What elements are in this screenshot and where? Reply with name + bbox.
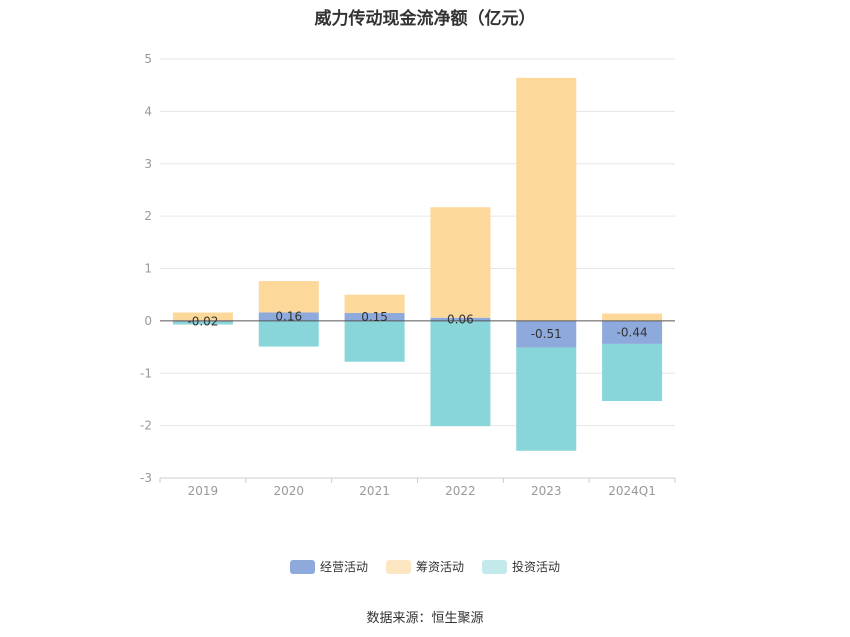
bar-operating[interactable] <box>516 320 577 348</box>
legend-item-financing[interactable]: 筹资活动 <box>385 558 464 575</box>
bar-operating[interactable] <box>430 317 491 321</box>
data-label: 0.16 <box>275 310 302 324</box>
bar-investing[interactable] <box>430 320 491 427</box>
bar-financing[interactable] <box>258 281 319 313</box>
grid-lines <box>160 58 675 479</box>
y-tick-label: 3 <box>144 157 152 171</box>
bar-financing[interactable] <box>344 294 405 314</box>
legend-label-operating: 经营活动 <box>319 560 368 574</box>
bar-investing[interactable] <box>344 320 405 362</box>
bar-investing[interactable] <box>602 343 663 402</box>
y-tick-label: -3 <box>140 471 152 485</box>
x-tick-label: 2022 <box>445 484 476 498</box>
bar-operating[interactable] <box>602 320 663 344</box>
axes: -3 -2 -1 0 1 2 3 4 5 2019 2020 2021 2022 2023 2024Q1 <box>140 52 676 498</box>
bar-financing[interactable] <box>430 207 491 318</box>
data-label: -0.44 <box>617 325 648 339</box>
bar-financing[interactable] <box>516 77 577 321</box>
y-tick-label: 1 <box>144 262 152 276</box>
legend-label-financing: 筹资活动 <box>415 560 464 574</box>
legend-label-investing: 投资活动 <box>512 560 561 574</box>
y-tick-label: 0 <box>144 314 152 328</box>
y-tick-label: 4 <box>144 104 152 118</box>
data-label: 0.06 <box>447 312 474 326</box>
y-tick-label: -1 <box>140 366 152 380</box>
legend-item-operating[interactable]: 经营活动 <box>289 558 368 575</box>
chart-title: 威力传动现金流净额（亿元） <box>314 9 536 29</box>
legend-swatch-financing <box>385 559 411 574</box>
bar-chart: -3 -2 -1 0 1 2 3 4 5 2019 2020 2021 2022 2023 2024Q1 -… <box>140 52 676 498</box>
y-tick-label: 2 <box>144 209 152 223</box>
bar-investing[interactable] <box>516 347 577 451</box>
y-tick-label: 5 <box>144 52 152 66</box>
bar-investing[interactable] <box>258 320 319 347</box>
bar-operating[interactable] <box>344 313 405 321</box>
x-tick-label: 2021 <box>359 484 390 498</box>
bar-financing[interactable] <box>172 312 233 321</box>
x-tick-label: 2020 <box>273 484 304 498</box>
legend-item-investing[interactable]: 投资活动 <box>482 558 560 575</box>
bars <box>172 77 663 451</box>
data-label: 0.15 <box>361 310 388 324</box>
x-tick-label: 2023 <box>531 484 562 498</box>
data-source: 数据来源：恒生聚源 <box>366 611 484 626</box>
data-labels: -0.02 0.16 0.15 0.06 -0.51 -0.44 <box>187 310 647 342</box>
data-label: -0.02 <box>187 314 218 328</box>
bar-investing[interactable] <box>172 321 233 325</box>
data-label: -0.51 <box>531 327 562 341</box>
bar-operating[interactable] <box>258 312 319 321</box>
legend-swatch-investing <box>482 559 507 574</box>
bar-financing[interactable] <box>602 313 663 321</box>
legend: 经营活动 筹资活动 投资活动 <box>0 558 850 575</box>
y-tick-label: -2 <box>140 419 152 433</box>
x-tick-label: 2019 <box>188 484 219 498</box>
legend-swatch-operating <box>289 559 315 574</box>
x-tick-label: 2024Q1 <box>608 484 656 498</box>
bar-operating[interactable] <box>172 320 233 322</box>
